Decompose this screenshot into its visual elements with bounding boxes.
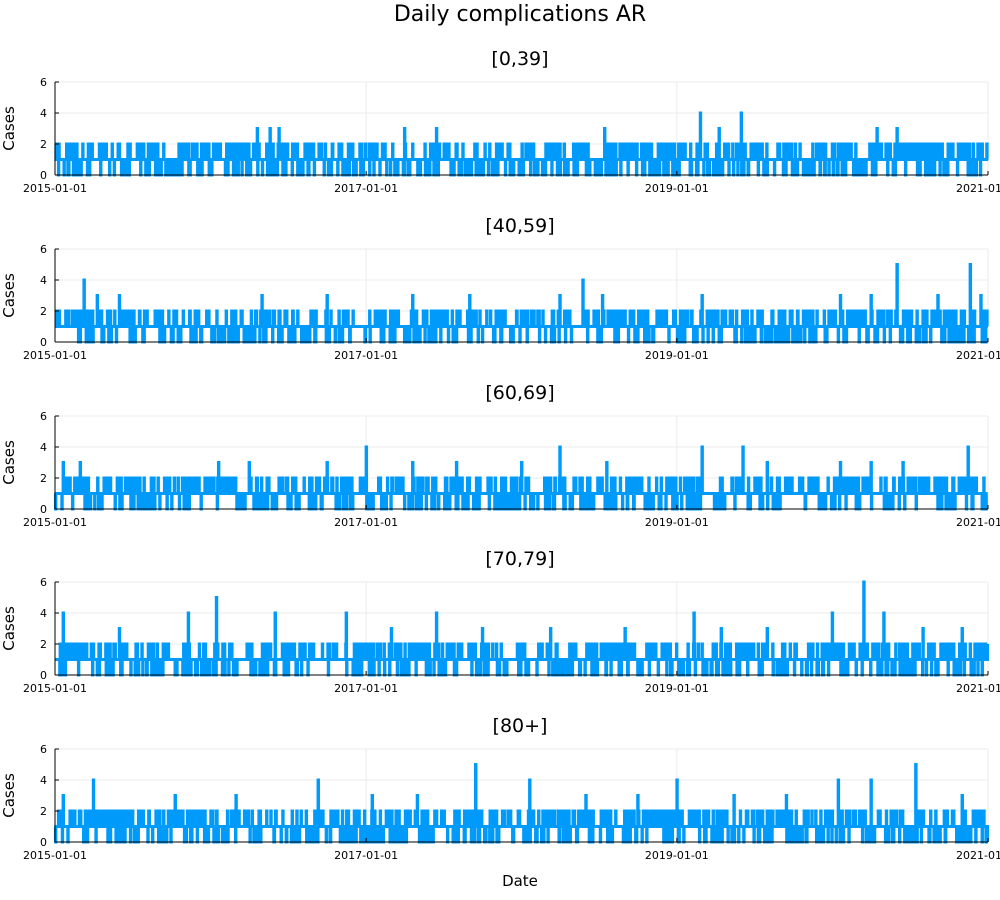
y-axis-label: Cases [0,106,18,151]
panel-title: [40,59] [485,215,554,237]
panel-title: [70,79] [485,548,554,570]
y-axis-label: Cases [0,273,18,318]
panels: [0,39] 0 2 4 6 2015-01-01 2017-01-01 2019-01-01… [0,48,1000,862]
y-tick-label: 0 [40,669,47,682]
y-tick-label: 4 [40,107,47,120]
y-tick-label: 0 [40,169,47,182]
y-tick-label: 2 [40,305,47,318]
y-axis-label: Cases [0,773,18,818]
panel-title: [60,69] [485,382,554,404]
panel-1: [0,39] 0 2 4 6 2015-01-01 2017-01-01 2019-01-01… [0,48,1000,195]
x-tick-label: 2019-01-01 [645,849,709,862]
x-tick-label: 2017-01-01 [334,849,398,862]
x-tick-label: 2021-01-01 [956,682,1000,695]
x-tick-label: 2017-01-01 [334,349,398,362]
panel-2: [40,59] 0 2 4 6 2015-01-01 2017-01-01 2019-01-0… [0,215,1000,362]
series-line [53,445,988,511]
y-tick-label: 0 [40,503,47,516]
y-tick-label: 6 [40,410,47,423]
x-tick-label: 2015-01-01 [23,516,87,529]
y-tick-label: 4 [40,774,47,787]
y-axis-label: Cases [0,606,18,651]
series-line [55,580,990,677]
y-tick-label: 4 [40,441,47,454]
x-tick-label: 2015-01-01 [23,182,87,195]
x-tick-label: 2019-01-01 [645,516,709,529]
x-tick-label: 2021-01-01 [956,349,1000,362]
y-tick-label: 0 [40,836,47,849]
y-tick-label: 4 [40,607,47,620]
panel-3: [60,69] 0 2 4 6 2015-01-01 2017-01-01 2019-01-0… [0,382,1000,529]
x-tick-label: 2019-01-01 [645,349,709,362]
y-tick-label: 6 [40,243,47,256]
series-line [54,263,989,344]
x-tick-label: 2017-01-01 [334,516,398,529]
x-tick-label: 2015-01-01 [23,349,87,362]
x-tick-label: 2021-01-01 [956,182,1000,195]
panel-5: [80+] 0 2 4 6 2015-01-01 2017-01-01 2019-01-01 2… [0,715,1000,862]
y-tick-label: 6 [40,743,47,756]
y-tick-label: 2 [40,472,47,485]
x-tick-label: 2021-01-01 [956,849,1000,862]
y-tick-label: 2 [40,138,47,151]
x-tick-label: 2019-01-01 [645,682,709,695]
y-tick-label: 6 [40,576,47,589]
x-tick-label: 2015-01-01 [23,849,87,862]
x-axis-label: Date [502,872,538,890]
x-tick-label: 2017-01-01 [334,682,398,695]
y-tick-label: 4 [40,274,47,287]
series-line [54,111,989,177]
x-tick-label: 2021-01-01 [956,516,1000,529]
y-tick-label: 0 [40,336,47,349]
y-axis-label: Cases [0,440,18,485]
panel-4: [70,79] 0 2 4 6 2015-01-01 2017-01-01 2019-01-0… [0,548,1000,695]
y-tick-label: 2 [40,638,47,651]
panel-title: [80+] [493,715,548,737]
x-tick-label: 2015-01-01 [23,682,87,695]
figure-title: Daily complications AR [394,2,646,27]
y-tick-label: 2 [40,805,47,818]
panel-title: [0,39] [491,48,548,70]
series-line [53,763,990,844]
x-tick-label: 2017-01-01 [334,182,398,195]
y-tick-label: 6 [40,76,47,89]
x-tick-label: 2019-01-01 [645,182,709,195]
